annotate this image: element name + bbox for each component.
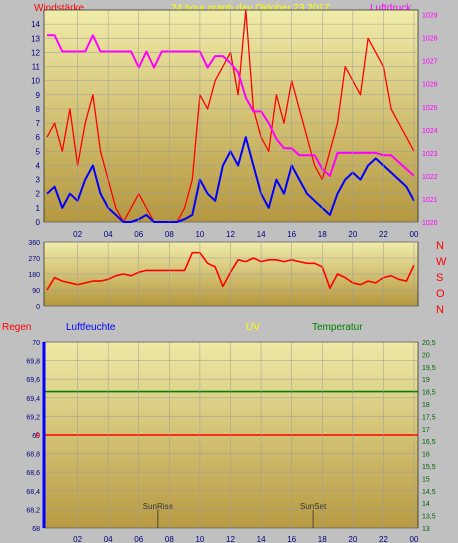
y-right-tick-label: 1026	[422, 82, 438, 89]
y-right-tick-label: 1024	[422, 128, 438, 135]
y-left-tick-label: 9	[36, 91, 41, 100]
y-left-tick-label: 69,2	[26, 414, 40, 421]
y-right-tick-label: 1027	[422, 59, 438, 66]
sun-annotation: SunRise	[143, 502, 174, 511]
x-tick-label: 22	[379, 535, 388, 543]
y-left-tick-label: 68	[32, 526, 40, 533]
x-tick-label: 14	[257, 230, 266, 239]
y-right-tick-label: 15,5	[422, 464, 436, 471]
y-left-tick-label: 270	[28, 256, 40, 263]
x-tick-label: 08	[165, 230, 174, 239]
direction-label: N	[436, 240, 444, 252]
y-right-tick-label: 1021	[422, 197, 438, 204]
y-right-tick-label: 13,5	[422, 514, 436, 521]
direction-label: S	[436, 272, 443, 284]
y-left-tick-label: 10	[31, 77, 40, 86]
x-tick-label: 00	[410, 535, 419, 543]
y-right-tick-label: 19,5	[422, 365, 436, 372]
chart-title: 24 hour graph day Oktober 23 2017	[171, 3, 330, 14]
x-tick-label: 20	[348, 230, 357, 239]
y-right-tick-label: 14,5	[422, 489, 436, 496]
x-tick-label: 18	[318, 230, 327, 239]
y-right-tick-label: 17,5	[422, 414, 436, 421]
y-left-tick-label: 360	[28, 240, 40, 247]
legend-entry: Regen	[2, 322, 31, 333]
y-right-tick-label: 18	[422, 402, 430, 409]
y-left-tick-label: 68,4	[26, 489, 40, 496]
y-left-tick-label: 12	[31, 48, 40, 57]
x-tick-label: 20	[348, 535, 357, 543]
x-tick-label: 16	[287, 230, 296, 239]
x-tick-label: 12	[226, 535, 235, 543]
x-tick-label: 04	[104, 535, 113, 543]
y-right-tick-label: 16	[422, 452, 430, 459]
y-right-tick-label: 1029	[422, 13, 438, 20]
y-left-tick-label: 180	[28, 272, 40, 279]
right-axis-title: Luftdruck	[370, 3, 412, 14]
x-tick-label: 16	[287, 535, 296, 543]
y-right-tick-label: 20,5	[422, 340, 436, 347]
x-tick-label: 10	[195, 535, 204, 543]
y-left-tick-label: 3	[36, 176, 41, 185]
y-right-tick-label: 1025	[422, 105, 438, 112]
y-right-tick-label: 17	[422, 427, 430, 434]
left-axis-title: Windstärke	[34, 3, 84, 14]
direction-label: N	[436, 304, 444, 316]
y-right-tick-label: 13	[422, 526, 430, 533]
y-left-tick-label: 70	[32, 340, 40, 347]
legend-entry: Temperatur	[312, 322, 363, 333]
x-tick-label: 08	[165, 535, 174, 543]
y-left-tick-label: 2	[36, 190, 41, 199]
y-left-tick-label: 69,4	[26, 396, 40, 403]
direction-label: W	[436, 256, 447, 268]
y-left-tick-label: 4	[36, 161, 41, 170]
y-left-tick-label: 69,6	[26, 377, 40, 384]
y-left-tick-label: 6	[36, 133, 41, 142]
rain-tick-label: 0	[36, 431, 41, 440]
y-left-tick-label: 69	[32, 433, 40, 440]
x-tick-label: 14	[257, 535, 266, 543]
y-right-tick-label: 15	[422, 476, 430, 483]
y-right-tick-label: 1022	[422, 174, 438, 181]
x-tick-label: 00	[410, 230, 419, 239]
direction-label: O	[436, 288, 445, 300]
y-left-tick-label: 1	[36, 204, 41, 213]
y-left-tick-label: 68,2	[26, 507, 40, 514]
y-left-tick-label: 13	[31, 34, 40, 43]
y-right-tick-label: 19	[422, 377, 430, 384]
legend-entry: Luftfeuchte	[66, 322, 116, 333]
legend-entry: UV	[246, 322, 260, 333]
y-left-tick-label: 90	[32, 288, 40, 295]
y-left-tick-label: 69,8	[26, 359, 40, 366]
y-right-tick-label: 1028	[422, 36, 438, 43]
sun-annotation: SunSet	[300, 502, 327, 511]
x-tick-label: 04	[104, 230, 113, 239]
y-left-tick-label: 68,6	[26, 470, 40, 477]
y-right-tick-label: 1023	[422, 151, 438, 158]
y-right-tick-label: 20	[422, 352, 430, 359]
x-tick-label: 12	[226, 230, 235, 239]
y-left-tick-label: 11	[32, 63, 41, 72]
y-right-tick-label: 18,5	[422, 390, 436, 397]
y-right-tick-label: 16,5	[422, 439, 436, 446]
y-right-tick-label: 14	[422, 501, 430, 508]
y-left-tick-label: 8	[36, 105, 41, 114]
y-left-tick-label: 14	[31, 20, 40, 29]
y-right-tick-label: 1020	[422, 220, 438, 227]
y-left-tick-label: 0	[36, 304, 40, 311]
x-tick-label: 10	[195, 230, 204, 239]
x-tick-label: 22	[379, 230, 388, 239]
y-left-tick-label: 68,8	[26, 452, 40, 459]
x-tick-label: 18	[318, 535, 327, 543]
x-tick-label: 06	[134, 535, 143, 543]
y-left-tick-label: 0	[36, 218, 41, 227]
y-left-tick-label: 5	[36, 147, 41, 156]
x-tick-label: 06	[134, 230, 143, 239]
y-left-tick-label: 7	[36, 119, 41, 128]
x-tick-label: 02	[73, 230, 82, 239]
x-tick-label: 02	[73, 535, 82, 543]
